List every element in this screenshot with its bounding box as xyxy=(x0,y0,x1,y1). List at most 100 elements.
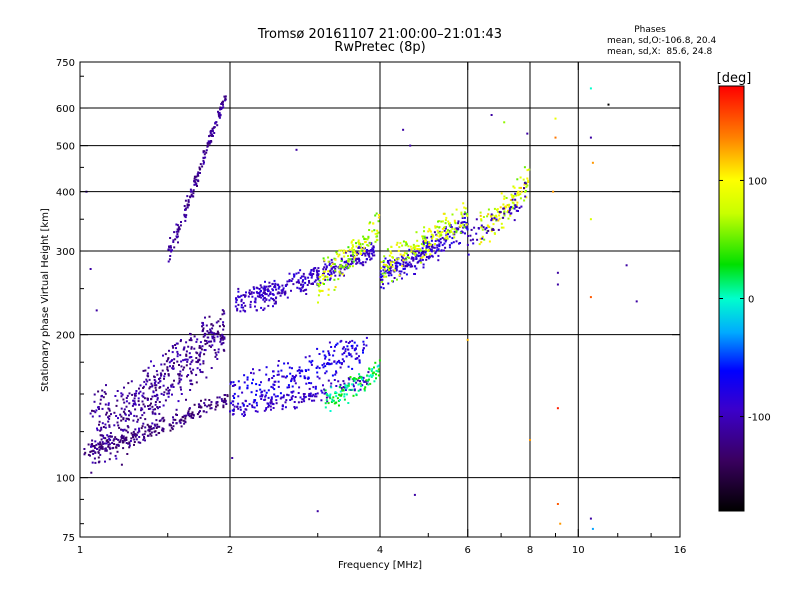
echo-point xyxy=(135,392,138,395)
echo-point xyxy=(351,378,354,381)
echo-point xyxy=(445,235,448,238)
echo-point xyxy=(167,389,170,392)
echo-point xyxy=(208,140,211,143)
echo-point xyxy=(441,230,444,233)
echo-point xyxy=(352,245,355,248)
echo-point xyxy=(323,362,326,365)
stats-x-line: mean, sd,X: 85.6, 24.8 xyxy=(607,47,713,57)
echo-point xyxy=(191,383,194,386)
echo-point xyxy=(146,423,149,426)
echo-point xyxy=(387,282,390,285)
echo-point xyxy=(295,374,298,377)
echo-point xyxy=(346,267,349,270)
echo-point xyxy=(186,204,189,207)
echo-point xyxy=(444,227,447,230)
echo-point xyxy=(198,415,201,418)
echo-point xyxy=(447,220,450,223)
echo-point xyxy=(487,229,490,232)
echo-point xyxy=(237,296,240,299)
echo-point xyxy=(466,213,469,215)
echo-point xyxy=(162,416,165,419)
echo-point xyxy=(187,345,190,348)
echo-point xyxy=(427,230,430,233)
echo-point xyxy=(137,397,140,400)
echo-point xyxy=(344,265,347,268)
echo-point xyxy=(384,272,387,275)
echo-point xyxy=(167,386,169,389)
echo-point xyxy=(166,368,169,371)
echo-point xyxy=(511,195,514,198)
echo-point xyxy=(210,134,213,137)
echo-point xyxy=(399,242,402,245)
echo-point xyxy=(336,342,339,345)
echo-point xyxy=(219,318,222,321)
echo-point xyxy=(101,441,104,444)
echo-point xyxy=(422,235,425,238)
echo-point xyxy=(256,295,259,298)
echo-point xyxy=(462,202,465,205)
echo-point xyxy=(495,214,498,217)
echo-point xyxy=(202,156,205,159)
echo-point xyxy=(455,230,458,233)
echo-point xyxy=(372,251,375,254)
echo-point xyxy=(425,248,428,251)
echo-point xyxy=(241,391,244,394)
echo-point xyxy=(221,313,224,316)
echo-point xyxy=(203,334,206,337)
echo-point xyxy=(167,357,170,360)
echo-point xyxy=(469,234,472,237)
echo-point xyxy=(386,261,389,264)
echo-point xyxy=(190,379,193,382)
echo-point xyxy=(251,406,254,409)
echo-point xyxy=(232,395,235,397)
echo-point xyxy=(216,404,219,407)
echo-point xyxy=(129,440,132,442)
echo-point xyxy=(286,296,289,299)
echo-point xyxy=(405,261,408,264)
echo-point xyxy=(198,358,201,361)
echo-point xyxy=(281,408,284,411)
echo-point xyxy=(331,374,334,377)
echo-point xyxy=(173,362,175,365)
echo-point xyxy=(161,369,164,372)
echo-point xyxy=(353,349,356,352)
echo-point xyxy=(249,293,251,295)
echo-point xyxy=(406,256,409,259)
echo-point xyxy=(343,255,346,258)
echo-point xyxy=(176,360,179,363)
echo-point xyxy=(462,226,465,229)
echo-point xyxy=(321,391,324,394)
echo-point xyxy=(154,380,157,383)
echo-point xyxy=(156,397,159,400)
echo-point xyxy=(309,271,312,274)
echo-point xyxy=(275,296,278,299)
echo-point xyxy=(396,265,399,268)
echo-point xyxy=(414,273,416,275)
echo-point xyxy=(231,457,234,459)
echo-point xyxy=(335,370,337,373)
echo-point xyxy=(318,367,321,370)
echo-point xyxy=(288,272,291,275)
echo-point xyxy=(431,245,433,248)
echo-point xyxy=(465,226,468,229)
echo-point xyxy=(393,269,396,272)
echo-point xyxy=(177,382,180,385)
echo-point xyxy=(264,293,267,296)
echo-point xyxy=(207,404,210,407)
y-tick-label: 750 xyxy=(56,58,75,69)
echo-point xyxy=(333,288,336,291)
echo-point xyxy=(175,223,178,226)
echo-point xyxy=(311,282,314,285)
echo-point xyxy=(277,287,280,290)
echo-point xyxy=(304,276,307,279)
echo-point xyxy=(302,289,305,292)
echo-point xyxy=(355,394,358,397)
echo-point xyxy=(297,392,300,394)
echo-point xyxy=(439,238,442,241)
echo-point xyxy=(461,231,464,234)
echo-point xyxy=(358,246,361,249)
echo-point xyxy=(246,376,249,379)
echo-point xyxy=(312,270,315,273)
echo-point xyxy=(90,450,93,453)
echo-point xyxy=(371,249,374,252)
